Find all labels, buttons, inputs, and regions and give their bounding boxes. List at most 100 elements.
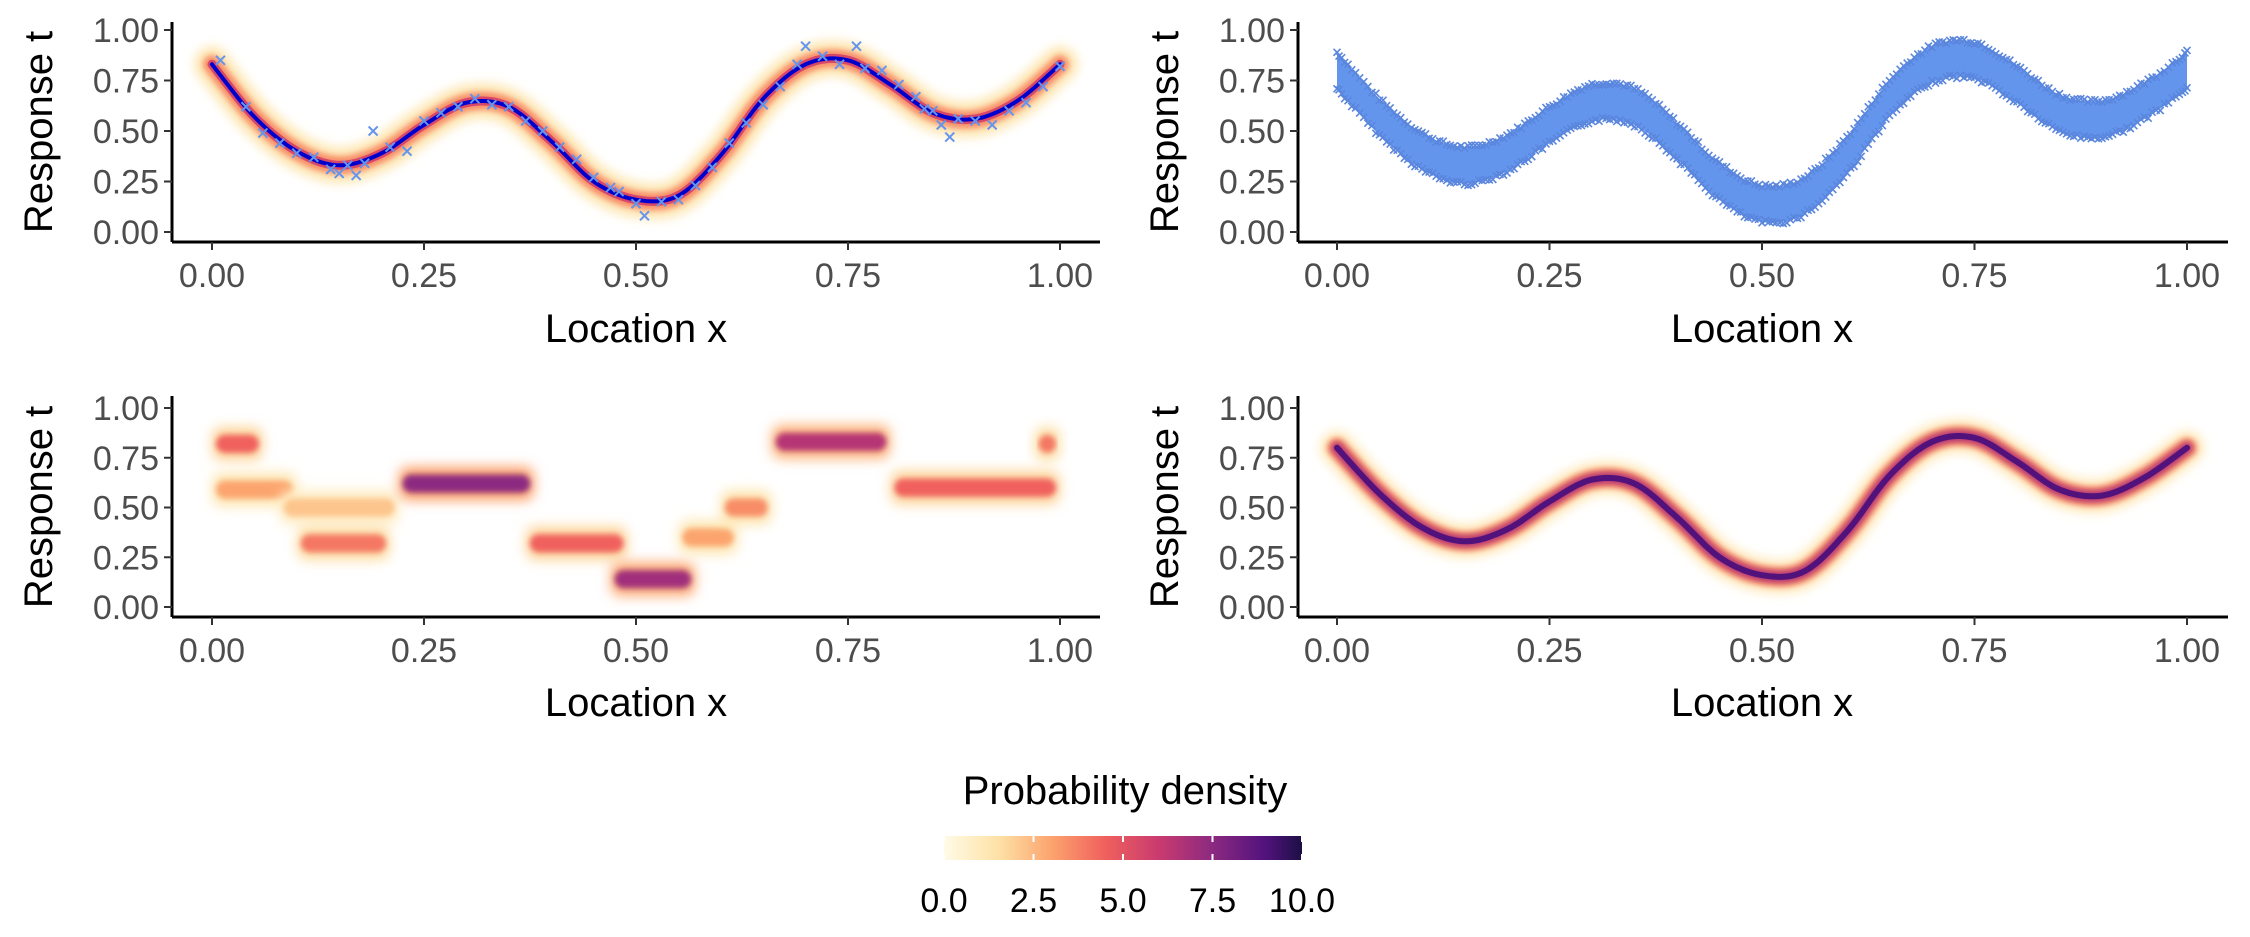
scatter-point xyxy=(1818,161,1827,170)
scatter-point xyxy=(537,125,548,137)
scatter-point xyxy=(2148,108,2157,117)
x-tick-label: 0.75 xyxy=(815,257,881,295)
scatter-point xyxy=(741,117,752,129)
scatter-point xyxy=(774,81,786,92)
scatter-point xyxy=(1343,96,1353,105)
panel-top-right-plot xyxy=(1332,35,2192,228)
y-tick-label: 0.50 xyxy=(93,113,159,151)
y-tick-label: 0.75 xyxy=(93,440,159,478)
x-tick-label: 0.00 xyxy=(1304,632,1370,670)
scatter-point xyxy=(1850,162,1859,171)
x-tick-label: 0.75 xyxy=(1941,257,2007,295)
scatter-point xyxy=(1910,87,1919,96)
x-tick-label: 0.50 xyxy=(603,257,669,295)
scatter-point xyxy=(859,63,871,74)
density-blob xyxy=(529,534,624,553)
scatter-point xyxy=(1874,127,1883,136)
y-tick-label: 0.75 xyxy=(1219,63,1285,101)
scatter-point xyxy=(1850,124,1859,133)
scatter-point xyxy=(1003,105,1015,117)
scatter-point xyxy=(1857,152,1866,161)
scatter-point xyxy=(1527,115,1536,125)
legend-ticks: 0.0 2.5 5.0 7.5 10.0 xyxy=(920,836,1335,920)
x-tick-label: 0.75 xyxy=(1941,632,2007,670)
scatter-point xyxy=(1860,109,1869,118)
scatter-point xyxy=(936,119,947,131)
panel-bottom-left-ticks: 0.00 0.25 0.50 0.75 1.00 0.00 0.25 0.50 0.75 1.00 xyxy=(93,390,1093,670)
density-blob xyxy=(614,570,692,589)
scatter-point xyxy=(333,168,345,179)
x-tick-label: 0.50 xyxy=(1729,257,1795,295)
scatter-point xyxy=(1757,218,1767,227)
scatter-point xyxy=(588,172,599,183)
scatter-point xyxy=(1502,131,1512,140)
panel-bottom-left-xlabel: Location x xyxy=(545,681,727,725)
x-tick-label: 0.25 xyxy=(391,257,457,295)
scatter-point xyxy=(257,127,269,139)
scatter-point xyxy=(1846,130,1855,139)
scatter-point xyxy=(503,101,515,112)
scatter-point xyxy=(452,101,464,112)
scatter-point xyxy=(1386,139,1395,149)
scatter-point xyxy=(342,160,353,171)
scatter-point xyxy=(2144,114,2153,123)
density-blob xyxy=(724,498,768,517)
panel-bottom-right-ylabel: Response t xyxy=(1143,406,1187,608)
scatter-point xyxy=(1367,121,1376,130)
scatter-point xyxy=(384,141,396,153)
scatter-point xyxy=(1803,171,1813,181)
scatter-point xyxy=(1407,160,1416,169)
density-blob xyxy=(216,434,259,453)
scatter-band xyxy=(1337,40,2187,223)
scatter-point xyxy=(919,103,930,114)
panel-top-left-ylabel: Response t xyxy=(17,31,61,233)
legend-tick-label: 0.0 xyxy=(920,882,967,920)
x-tick-label: 0.25 xyxy=(391,632,457,670)
scatter-point xyxy=(1658,141,1667,150)
scatter-point xyxy=(757,99,769,110)
legend-tick-label: 7.5 xyxy=(1189,882,1236,920)
scatter-point xyxy=(1821,193,1830,202)
scatter-point xyxy=(1386,103,1395,112)
scatter-point xyxy=(401,145,413,157)
scatter-point xyxy=(1874,90,1883,99)
x-tick-label: 0.50 xyxy=(603,632,669,670)
scatter-point xyxy=(986,119,998,131)
scatter-point xyxy=(1538,144,1547,154)
scatter-point xyxy=(2156,106,2165,115)
y-tick-label: 1.00 xyxy=(1219,390,1285,428)
scatter-point xyxy=(1337,89,1346,98)
density-blob xyxy=(283,498,395,517)
scatter-point xyxy=(2144,75,2153,84)
scatter-point xyxy=(554,141,565,153)
scatter-point xyxy=(1371,89,1380,98)
scatter-point xyxy=(367,125,379,137)
scatter-point xyxy=(1363,119,1372,128)
scatter-point xyxy=(240,101,252,112)
scatter-point xyxy=(817,51,828,62)
y-tick-label: 0.25 xyxy=(93,164,159,202)
scatter-point xyxy=(1651,134,1660,143)
scatter-point xyxy=(1517,124,1526,133)
scatter-point xyxy=(851,40,862,52)
scatter-point xyxy=(1736,207,1745,216)
scatter-point xyxy=(1924,81,1933,90)
legend-title: Probability density xyxy=(963,769,1288,813)
scatter-point xyxy=(910,91,922,102)
scatter-point xyxy=(325,164,336,175)
scatter-point xyxy=(215,55,226,66)
scatter-point xyxy=(1694,137,1703,147)
scatter-point xyxy=(1871,130,1880,139)
y-tick-label: 0.00 xyxy=(1219,589,1285,627)
y-tick-label: 0.00 xyxy=(93,214,159,252)
scatter-point xyxy=(834,59,845,70)
scatter-point xyxy=(1835,178,1844,187)
scatter-point xyxy=(2178,53,2187,62)
legend-tick-label: 2.5 xyxy=(1010,882,1057,920)
scatter-point xyxy=(969,115,981,127)
panel-bottom-left-ylabel: Response t xyxy=(17,406,61,608)
panel-top-right-xlabel: Location x xyxy=(1671,307,1853,351)
scatter-point xyxy=(1334,85,1344,94)
density-blob xyxy=(402,474,531,493)
